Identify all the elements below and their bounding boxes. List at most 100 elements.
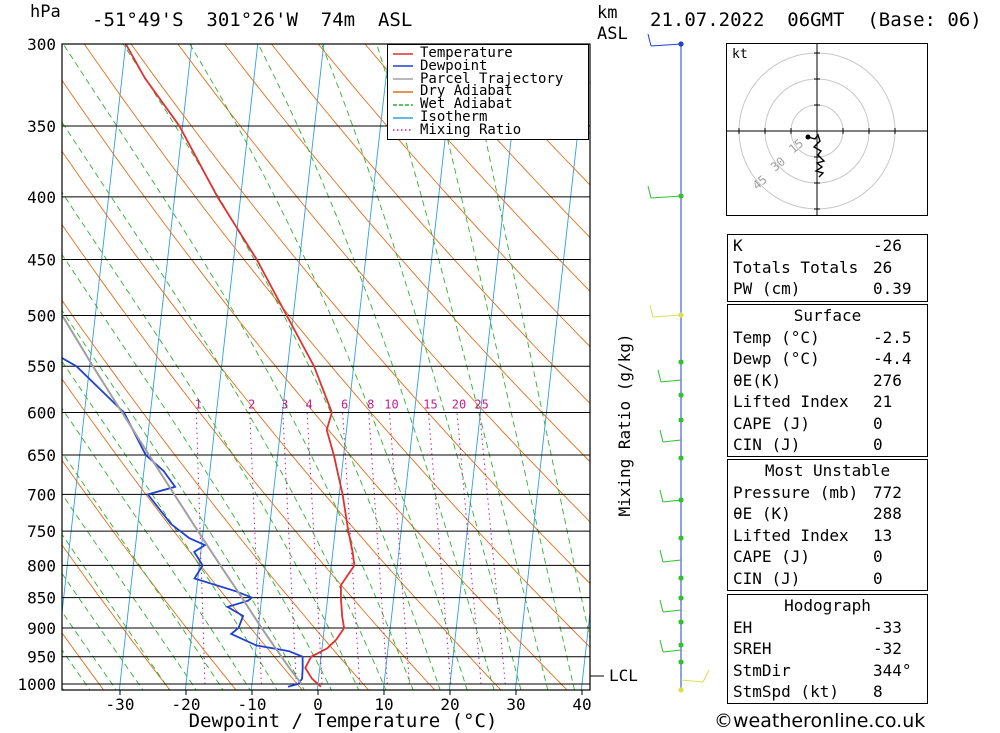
pressure-tick-label: 650 (27, 446, 56, 465)
wind-barb (660, 379, 682, 383)
wind-barb (650, 195, 682, 199)
wet-adiabat-line (62, 493, 197, 690)
wind-barb (662, 609, 682, 613)
wet-adiabat-line (62, 611, 117, 690)
hodograph-table: Hodograph EH -33 SREH -32 StmDir 344° StmSpd (… (727, 594, 928, 704)
wind-barb (680, 679, 704, 683)
isotherm-line (316, 44, 391, 690)
mixing-ratio-tick-label: 2 (248, 397, 255, 411)
legend-swatch (393, 116, 413, 119)
legend-label: Temperature (420, 45, 513, 61)
wind-level-marker (678, 687, 684, 693)
series-dewpoint (62, 356, 304, 688)
wind-barb-flag (659, 639, 664, 653)
legend-label: Isotherm (420, 109, 488, 125)
index-value: -33 (873, 617, 902, 637)
index-label: SREH (733, 639, 772, 658)
index-label: EH (733, 617, 753, 637)
index-value: 26 (873, 257, 893, 277)
wet-adiabat-line (62, 191, 360, 690)
dry-adiabat-line (411, 44, 590, 239)
index-row: CAPE (J) 0 (728, 546, 927, 568)
wind-level-marker (678, 455, 684, 461)
index-label: Pressure (mb) (733, 482, 859, 502)
dry-adiabat-line (130, 44, 590, 585)
lcl-label: LCL (609, 666, 638, 685)
wet-adiabat-line (62, 533, 171, 690)
index-row: Totals Totals 26 (728, 257, 927, 279)
mixing-ratio-line (282, 412, 297, 685)
index-row: K -26 (728, 235, 927, 257)
pressure-tick-label: 600 (27, 403, 56, 422)
isotherm-line (118, 44, 193, 690)
background-lines (62, 44, 590, 690)
wind-level-marker (678, 659, 684, 665)
index-value: 0 (873, 568, 883, 588)
wind-level-marker (678, 392, 684, 398)
legend-swatch (393, 91, 413, 93)
temperature-tick-label: 10 (374, 695, 393, 714)
mixing-ratio-labels: 1 2 3 4 6 8 10 15 20 25 (195, 397, 489, 411)
mixing-ratio-tick-label: 1 (195, 397, 202, 411)
wind-barb (650, 43, 682, 47)
wet-adiabat-line (189, 44, 468, 690)
wet-adiabat-line (465, 44, 590, 641)
mixing-ratio-tick-label: 8 (367, 397, 374, 411)
index-value: 21 (873, 392, 893, 411)
mixing-ratio-line (389, 412, 410, 685)
index-row: CIN (J) 0 (728, 434, 927, 456)
plot-frame (61, 43, 591, 691)
legend-item: Temperature (392, 45, 513, 61)
index-row: CAPE (J) 0 (728, 413, 927, 435)
legend-label: Wet Adiabat (420, 96, 513, 113)
wind-barb-flag (659, 549, 664, 563)
index-label: θE (K) (733, 504, 791, 523)
index-value: 0 (873, 435, 883, 454)
isotherm-line (250, 44, 325, 690)
legend-item: Parcel Trajectory (392, 72, 563, 86)
index-label: StmSpd (kt) (733, 682, 839, 701)
index-value: -4.4 (873, 349, 912, 368)
wet-adiabat-line (62, 572, 144, 690)
pressure-tick-label: 500 (27, 307, 56, 326)
dry-adiabat-line (62, 459, 237, 690)
pressure-unit-label: hPa (30, 2, 61, 22)
index-value: 0 (873, 413, 883, 433)
legend-label: Mixing Ratio (420, 121, 522, 138)
series-parcel-trajectory (62, 313, 303, 685)
legend-swatch (393, 52, 413, 55)
series-temperature (125, 44, 356, 688)
index-row: Pressure (mb) 772 (728, 482, 927, 504)
sounding-series (62, 44, 356, 688)
index-label: StmDir (733, 660, 791, 680)
index-label: Lifted Index (733, 392, 849, 411)
wet-adiabat-line (423, 44, 575, 690)
temperature-tick-label: 30 (506, 695, 525, 714)
index-label: Temp (°C) (733, 327, 820, 347)
index-row: StmDir 344° (728, 660, 927, 682)
dry-adiabat-line (364, 44, 590, 292)
wet-adiabat-line (376, 44, 549, 690)
index-label: CAPE (J) (733, 547, 811, 566)
index-label: CIN (J) (733, 568, 801, 588)
dry-adiabat-line (224, 44, 590, 463)
wind-profile (647, 33, 710, 693)
mixing-ratio-line (456, 412, 482, 685)
km-label: km (597, 3, 618, 23)
isotherm-line (184, 44, 259, 690)
wind-barb (662, 499, 682, 503)
legend-item: Dewpoint (392, 59, 487, 73)
temperature-tick-label: -20 (172, 695, 201, 714)
temperature-tick-label: -10 (238, 695, 267, 714)
pressure-tick-label: 400 (27, 188, 56, 207)
dry-adiabat-line (62, 299, 370, 690)
hodograph-start-point (805, 134, 811, 140)
wind-barb-flag (657, 369, 662, 383)
index-label: CIN (J) (733, 435, 801, 454)
wind-barb-flag (659, 429, 664, 443)
legend-swatch (393, 103, 413, 106)
wet-adiabat-line (257, 44, 495, 690)
footer-credit[interactable]: ©weatheronline.co.uk (714, 710, 926, 732)
pressure-tick-label: 450 (27, 251, 56, 270)
